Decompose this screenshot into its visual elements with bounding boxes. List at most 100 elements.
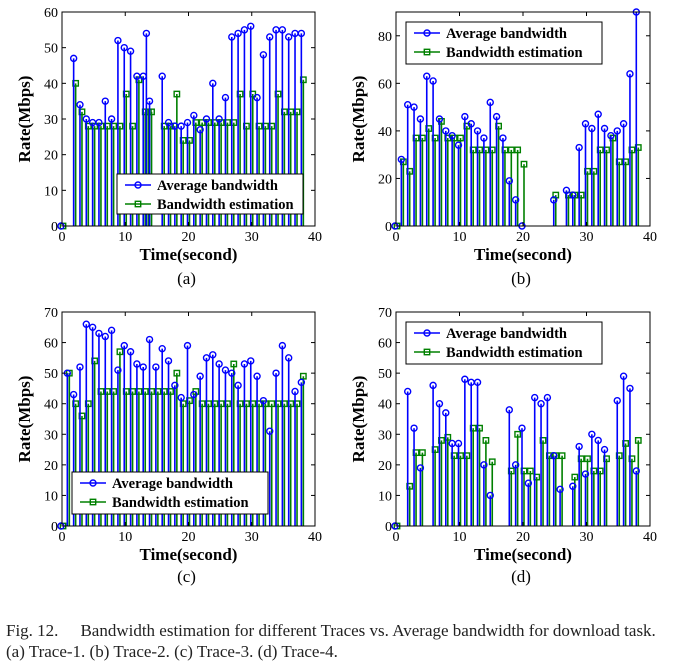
- y-tick-label: 60: [44, 6, 58, 21]
- data-point-circle: [240, 26, 249, 34]
- x-tick-label: 0: [59, 230, 66, 245]
- data-point-circle: [556, 485, 564, 494]
- data-point-circle: [183, 341, 192, 350]
- data-point-circle: [537, 400, 545, 408]
- data-point-circle: [190, 390, 198, 399]
- data-point-circle: [486, 491, 494, 500]
- x-axis-label: Time(second): [140, 245, 238, 264]
- data-point-circle: [505, 406, 513, 414]
- legend-entry-label: Average bandwidth: [157, 178, 278, 194]
- x-tick-label: 40: [308, 530, 322, 545]
- data-point-circle: [228, 369, 236, 377]
- chart-panel-2: 0 10 20 30 40 0 20 40 60 80 Time(second) Rate(Mbps)…: [349, 8, 657, 288]
- legend-entry-label: Bandwidth estimation: [112, 495, 249, 511]
- data-point-square: [482, 437, 490, 444]
- y-tick-label: 50: [44, 367, 58, 382]
- data-point-square: [230, 360, 238, 368]
- legend-marker-circle: [423, 329, 431, 337]
- data-point-circle: [221, 93, 230, 102]
- y-tick-label: 40: [44, 77, 58, 92]
- panel-label: (b): [511, 269, 531, 288]
- x-axis-label: Time(second): [140, 545, 238, 564]
- y-tick-label: 10: [378, 489, 392, 504]
- data-point-circle: [518, 424, 526, 432]
- x-tick-label: 30: [580, 230, 594, 245]
- y-tick-label: 60: [378, 337, 392, 352]
- data-point-circle: [278, 341, 287, 350]
- legend-entry-label: Average bandwidth: [112, 476, 233, 492]
- data-point-circle: [588, 124, 596, 133]
- legend-marker-square: [423, 348, 431, 356]
- data-point-circle: [107, 115, 116, 123]
- caption-text: Bandwidth estimation for different Trace…: [6, 621, 656, 661]
- data-point-circle: [120, 43, 128, 52]
- data-point-square: [268, 400, 276, 408]
- data-point-circle: [480, 134, 488, 142]
- y-axis-label: Rate(Mbps): [15, 376, 34, 463]
- legend-box: [405, 21, 603, 65]
- legend-marker-circle: [89, 479, 97, 487]
- panel-label: (d): [511, 567, 531, 586]
- data-point-circle: [196, 372, 204, 380]
- data-point-circle: [126, 47, 135, 55]
- panel-label: (c): [177, 567, 196, 586]
- data-point-circle: [114, 36, 122, 45]
- data-point-square: [173, 90, 181, 98]
- data-point-circle: [410, 424, 418, 432]
- y-tick-label: 40: [378, 398, 392, 413]
- y-tick-label: 60: [44, 337, 58, 352]
- data-point-circle: [511, 196, 520, 204]
- data-point-circle: [177, 393, 185, 402]
- data-point-circle: [594, 436, 602, 445]
- data-point-circle: [152, 363, 160, 371]
- y-tick-label: 30: [44, 113, 58, 128]
- data-point-circle: [101, 332, 109, 341]
- legend-entry-label: Average bandwidth: [446, 326, 567, 342]
- data-point-circle: [202, 115, 211, 123]
- data-point-circle: [461, 375, 469, 383]
- data-point-square: [520, 160, 528, 168]
- data-point-circle: [76, 101, 84, 109]
- data-point-circle: [95, 329, 103, 338]
- data-point-circle: [196, 125, 204, 134]
- data-point-circle: [120, 341, 128, 350]
- data-point-circle: [158, 344, 166, 353]
- y-tick-label: 0: [385, 520, 392, 535]
- legend-box: [405, 321, 603, 365]
- x-tick-label: 20: [182, 230, 196, 245]
- data-point-circle: [297, 378, 306, 387]
- data-point-circle: [82, 320, 91, 328]
- y-axis-label: Rate(Mbps): [349, 76, 368, 163]
- data-point-square: [173, 369, 181, 377]
- x-tick-label: 10: [453, 230, 467, 245]
- x-tick-label: 20: [516, 230, 530, 245]
- data-point-circle: [397, 155, 406, 164]
- data-point-circle: [247, 357, 255, 365]
- data-point-circle: [442, 127, 450, 135]
- data-point-circle: [410, 103, 418, 111]
- data-point-circle: [486, 98, 494, 107]
- data-point-circle: [297, 29, 306, 38]
- data-point-circle: [291, 387, 299, 396]
- data-point-circle: [562, 186, 571, 195]
- data-point-circle: [581, 120, 590, 128]
- chart-panel-4: 0 10 20 30 40 0 10 20 30 40 50 60 70 Time(second) Rate…: [349, 306, 657, 586]
- data-point-square: [526, 467, 534, 475]
- legend: Average bandwidth Bandwidth estimation: [405, 321, 603, 365]
- legend-marker-square: [89, 498, 97, 506]
- y-tick-label: 20: [44, 459, 58, 474]
- data-point-circle: [600, 124, 609, 133]
- chart-panel-1: 0 10 20 30 40 0 10 20 30 40 50 60 Time(second) Rate(M…: [15, 6, 322, 288]
- data-point-square: [488, 458, 496, 466]
- data-point-square: [198, 119, 206, 126]
- data-point-circle: [435, 400, 444, 408]
- y-tick-label: 40: [44, 398, 58, 413]
- data-point-circle: [234, 381, 242, 390]
- x-tick-label: 40: [643, 230, 657, 245]
- data-point-circle: [82, 115, 91, 123]
- data-point-square: [514, 430, 522, 438]
- legend: Average bandwidth Bandwidth estimation: [405, 21, 603, 65]
- data-point-square: [457, 134, 464, 142]
- series-average-bandwidth: [391, 8, 640, 230]
- x-tick-label: 10: [118, 530, 132, 545]
